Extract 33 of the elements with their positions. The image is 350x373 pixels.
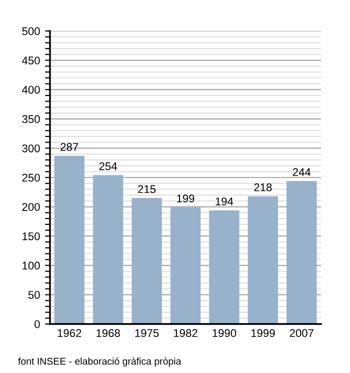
x-tick-label: 2007 (290, 329, 314, 338)
bar (248, 196, 278, 324)
y-tick-label: 500 (22, 27, 40, 36)
data-label: 215 (138, 185, 156, 194)
x-tick-label: 1990 (212, 329, 236, 338)
y-tick-label: 50 (28, 290, 40, 299)
y-tick-label: 0 (34, 320, 40, 328)
x-tick-label: 1975 (135, 329, 159, 338)
x-tick-label: 1962 (58, 329, 82, 338)
bar (54, 156, 84, 324)
text: font INSEE - elaboració gràfica pròpia (18, 357, 182, 367)
bar (92, 175, 124, 324)
data-label: 244 (292, 168, 311, 176)
data-label: 254 (99, 162, 118, 170)
x-tick-label: 1968 (96, 329, 120, 338)
data-label: 194 (216, 197, 234, 206)
bar (170, 207, 201, 324)
y-tick-label: 100 (22, 262, 40, 270)
bar (132, 198, 162, 324)
y-tick-label: 300 (22, 144, 40, 152)
x-tick-label: 1982 (174, 329, 198, 338)
bar (286, 181, 317, 324)
x-tick-label: 1999 (251, 329, 275, 338)
data-label: 287 (60, 142, 78, 151)
bar (209, 210, 240, 324)
data-label: 199 (177, 194, 194, 202)
y-tick-label: 450 (22, 56, 40, 64)
data-label: 218 (254, 183, 272, 192)
y-tick-label: 400 (22, 86, 40, 94)
y-tick-label: 250 (22, 174, 40, 182)
y-tick-label: 150 (22, 232, 40, 240)
y-tick-label: 350 (22, 115, 40, 124)
y-tick-label: 200 (22, 203, 40, 211)
